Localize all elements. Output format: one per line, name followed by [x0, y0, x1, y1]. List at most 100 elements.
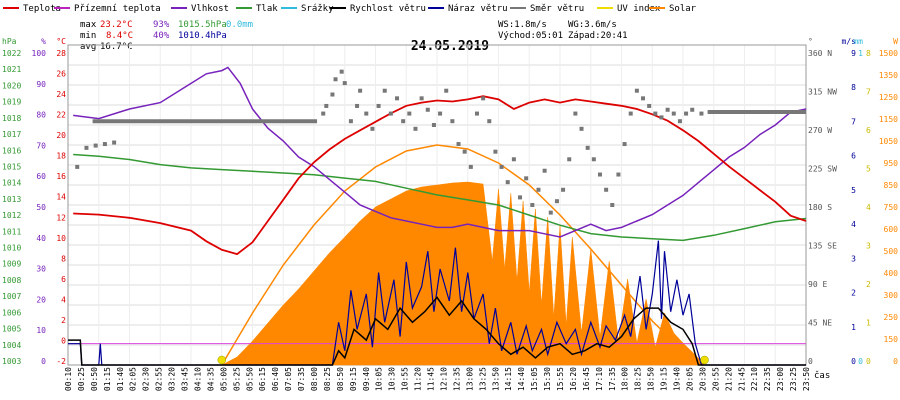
axis-tick-label: 14	[56, 193, 66, 202]
axis-tick-label: 0	[851, 357, 856, 366]
uv-marker	[700, 355, 709, 365]
axis-tick-label: 10	[36, 326, 46, 335]
stat-max-hum: 93%	[153, 20, 170, 30]
wind-direction-point	[536, 187, 541, 192]
axis-tick-label: 1010	[2, 244, 21, 253]
axis-tick-label: 0	[893, 357, 898, 366]
x-tick-label: 08:00	[310, 367, 319, 391]
wind-direction-point	[567, 157, 572, 162]
axis-tick-label: 1	[858, 49, 863, 58]
axis-tick-label: 300	[884, 291, 899, 300]
axis-tick-label: 1018	[2, 114, 21, 123]
x-tick-label: 23:25	[789, 367, 798, 391]
wind-direction-point	[573, 111, 578, 116]
wind-direction-point	[671, 111, 676, 116]
legend-label: Solar	[669, 4, 697, 14]
legend-label: Tlak	[256, 4, 278, 14]
axis-tick-label: 0	[866, 357, 871, 366]
axis-tick-label: 12	[56, 213, 66, 222]
plot-area	[68, 66, 807, 366]
axis-tick-label: 28	[56, 49, 66, 58]
stat-avg-temp: 16.7°C	[100, 42, 133, 52]
wind-direction-point	[622, 142, 627, 147]
axis-tick-label: 6	[61, 275, 66, 284]
axis-tick-label: 4	[866, 203, 871, 212]
axis-tick-label: 90 E	[808, 280, 827, 289]
wind-direction-point	[407, 111, 412, 116]
x-tick-label: 15:30	[543, 367, 552, 391]
axis-tick-label: 70	[36, 141, 46, 150]
axis-tick-label: 270 W	[808, 126, 832, 135]
axis-tick-label: 3	[866, 242, 871, 251]
axis-tick-label: 2	[866, 280, 871, 289]
axis-tick-label: 250	[884, 313, 899, 322]
axis-tick-label: 1	[851, 323, 856, 332]
axis-tick-label: 18	[56, 152, 66, 161]
axis-unit-label: m/s	[842, 37, 857, 46]
axis-tick-label: 1013	[2, 195, 21, 204]
wind-direction-point	[548, 210, 553, 215]
axis-tick-label: 315 NW	[808, 88, 837, 97]
legend-label: Směr větru	[530, 4, 584, 14]
x-tick-label: 10:30	[388, 367, 397, 391]
x-tick-label: 20:05	[685, 367, 694, 391]
wind-direction-point	[524, 176, 529, 181]
stat-ws: WS:1.8m/s	[498, 20, 547, 30]
wind-direction-point	[616, 172, 621, 177]
wind-direction-point	[653, 111, 658, 116]
axis-tick-label: 135 SE	[808, 242, 837, 251]
axis-unit-label: °	[808, 37, 813, 46]
x-tick-label: 01:15	[103, 367, 112, 391]
axis-tick-label: 4	[851, 220, 856, 229]
axis-tick-label: 1016	[2, 146, 21, 155]
axis-tick-label: 8	[851, 83, 856, 92]
x-tick-label: 18:50	[647, 367, 656, 391]
wind-direction-point	[401, 119, 406, 124]
humidity-line	[73, 66, 807, 238]
axis-tick-label: 1017	[2, 130, 21, 139]
wind-direction-point	[518, 195, 523, 200]
wind-direction-point	[75, 164, 80, 169]
x-tick-label: 06:40	[271, 367, 280, 391]
stat-sunrise: Východ:05:01	[498, 31, 563, 41]
stats-panel: max 23.2°C 93% 1015.5hPa 0.0mm min 8.4°C…	[80, 20, 628, 52]
wind-direction-point	[333, 77, 338, 82]
axis-tick-label: 26	[56, 70, 66, 79]
wind-direction-point	[699, 111, 704, 116]
axis-tick-label: 1012	[2, 211, 21, 220]
stat-wg: WG:3.6m/s	[568, 20, 617, 30]
axis-tick-label: 10	[56, 234, 66, 243]
axis-tick-label: 360 N	[808, 49, 832, 58]
wind-direction-point	[462, 149, 467, 154]
x-tick-label: 17:10	[595, 367, 604, 391]
wind-direction-point	[370, 126, 375, 131]
x-tick-label: 21:20	[724, 367, 733, 391]
x-tick-label: 12:35	[452, 367, 461, 391]
axis-tick-label: 225 SW	[808, 165, 837, 174]
axis-tick-label: 9	[851, 49, 856, 58]
wind-direction-point	[342, 81, 347, 86]
wind-direction-point	[481, 96, 486, 101]
x-tick-label: 20:30	[698, 367, 707, 391]
wind-direction-point	[419, 96, 424, 101]
x-tick-label: 03:20	[168, 367, 177, 391]
axis-unit-label: mm	[853, 37, 863, 46]
x-tick-label: 09:15	[349, 367, 358, 391]
stat-max-label: max	[80, 20, 97, 30]
axis-tick-label: 1011	[2, 227, 21, 236]
axis-tick-label: 1050	[879, 137, 898, 146]
axis-tick-label: 0	[61, 336, 66, 345]
stat-min-press: 1010.4hPa	[178, 31, 227, 41]
axis-tick-label: 1015	[2, 162, 21, 171]
wind-direction-point	[364, 111, 369, 116]
stat-min-temp: 8.4°C	[106, 31, 133, 41]
wind-direction-point	[511, 157, 516, 162]
x-tick-label: 15:05	[530, 367, 539, 391]
x-tick-label: 01:40	[116, 367, 125, 391]
stat-max-rain: 0.0mm	[226, 20, 253, 30]
axis-tick-label: 3	[851, 254, 856, 263]
x-tick-label: 07:05	[284, 367, 293, 391]
axis-tick-label: 0	[858, 357, 863, 366]
wind-direction-point	[647, 103, 652, 108]
axis-tick-label: 400	[884, 269, 899, 278]
